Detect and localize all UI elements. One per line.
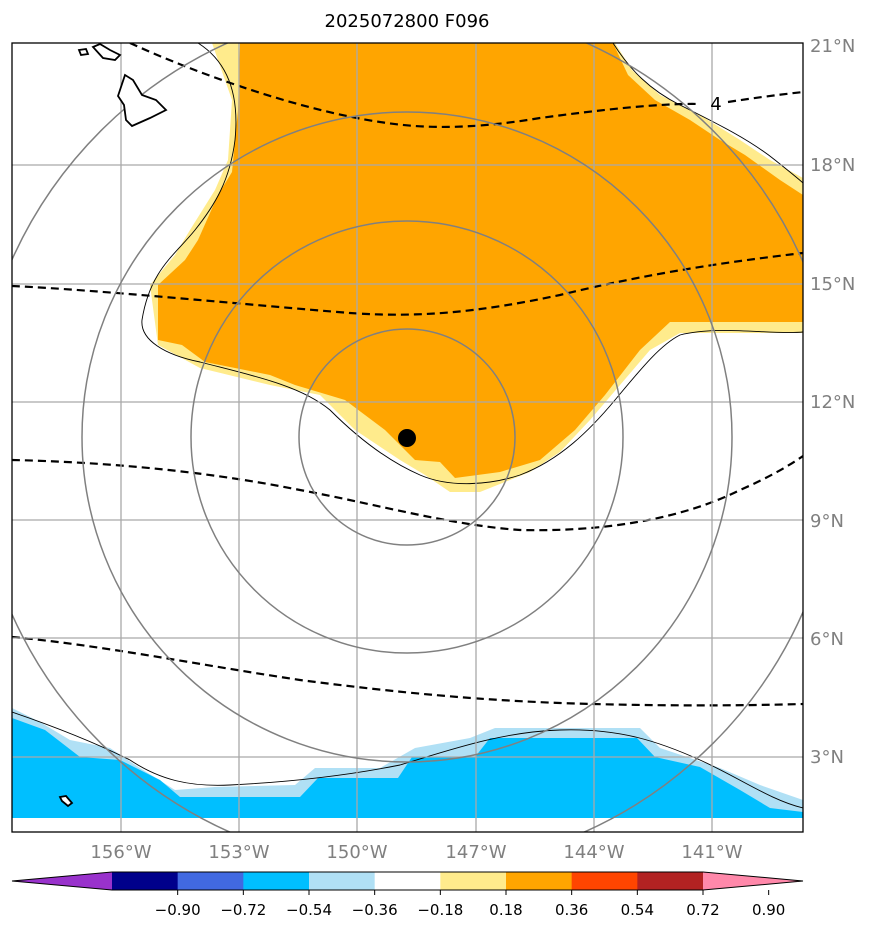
positive-contour-line-top	[612, 43, 803, 184]
latitude-labels: 21°N 18°N 15°N 12°N 9°N 6°N 3°N	[810, 36, 855, 768]
colorbar-extend-low	[12, 872, 112, 890]
lat-label: 6°N	[810, 629, 844, 650]
range-rings	[12, 43, 803, 832]
small-island-south	[58, 795, 74, 808]
lat-label: 12°N	[810, 392, 855, 413]
lon-label: 150°W	[326, 842, 387, 863]
colorbar-swatch	[571, 872, 638, 890]
colorbar-swatch	[374, 872, 441, 890]
colorbar-tick-label: 0.54	[621, 901, 654, 919]
colorbar-tick-label: −0.90	[155, 901, 201, 919]
colorbar-tick-label: 0.36	[555, 901, 588, 919]
colorbar-tick-label: 0.90	[752, 901, 785, 919]
colorbar-tick-label: −0.54	[286, 901, 332, 919]
dashed-contour	[727, 90, 803, 104]
positive-contour-line	[141, 43, 803, 485]
colorbar-swatch	[243, 872, 310, 890]
colorbar	[11, 871, 804, 891]
lon-label: 144°W	[563, 842, 624, 863]
graticule	[12, 43, 803, 832]
colorbar-tick-label: 0.18	[489, 901, 522, 919]
colorbar-swatch	[177, 872, 244, 890]
colorbar-swatch	[440, 872, 507, 890]
dashed-contour	[12, 251, 803, 316]
colorbar-swatch	[506, 872, 573, 890]
map-title: 2025072800 F096	[325, 11, 490, 32]
big-island	[117, 73, 168, 128]
lon-label: 153°W	[208, 842, 269, 863]
dashed-contour	[12, 635, 803, 707]
colorbar-outline	[11, 871, 804, 891]
longitude-labels: 156°W 153°W 150°W 147°W 144°W 141°W	[90, 842, 742, 863]
colorbar-swatch	[637, 872, 704, 890]
lat-label: 9°N	[810, 511, 844, 532]
molokai-island	[77, 48, 90, 56]
storm-center-marker	[398, 429, 416, 447]
colorbar-swatch	[309, 872, 376, 890]
lat-label: 15°N	[810, 274, 855, 295]
dashed-contour	[12, 455, 803, 532]
dashed-contour	[129, 43, 701, 129]
map-panel: 4	[12, 43, 803, 832]
colorbar-ticks: −0.90 −0.72 −0.54 −0.36 −0.18 0.18 0.36 0.54 0.7…	[155, 890, 785, 919]
positive-anomaly-core	[158, 43, 803, 478]
lon-label: 156°W	[90, 842, 151, 863]
negative-anomaly-core	[12, 718, 803, 818]
lon-label: 147°W	[445, 842, 506, 863]
colorbar-extend-high	[703, 872, 803, 890]
colorbar-tick-label: 0.72	[686, 901, 719, 919]
map-frame	[11, 42, 804, 833]
colorbar-tick-label: −0.36	[352, 901, 398, 919]
lat-label: 21°N	[810, 36, 855, 57]
coastline	[58, 43, 168, 808]
colorbar-tick-label: −0.18	[417, 901, 463, 919]
maui-island	[91, 43, 122, 61]
colorbar-tick-label: −0.72	[220, 901, 266, 919]
lat-label: 18°N	[810, 155, 855, 176]
colorbar-swatch	[112, 872, 179, 890]
lon-label: 141°W	[681, 842, 742, 863]
contour-label: 4	[710, 94, 721, 115]
lat-label: 3°N	[810, 747, 844, 768]
